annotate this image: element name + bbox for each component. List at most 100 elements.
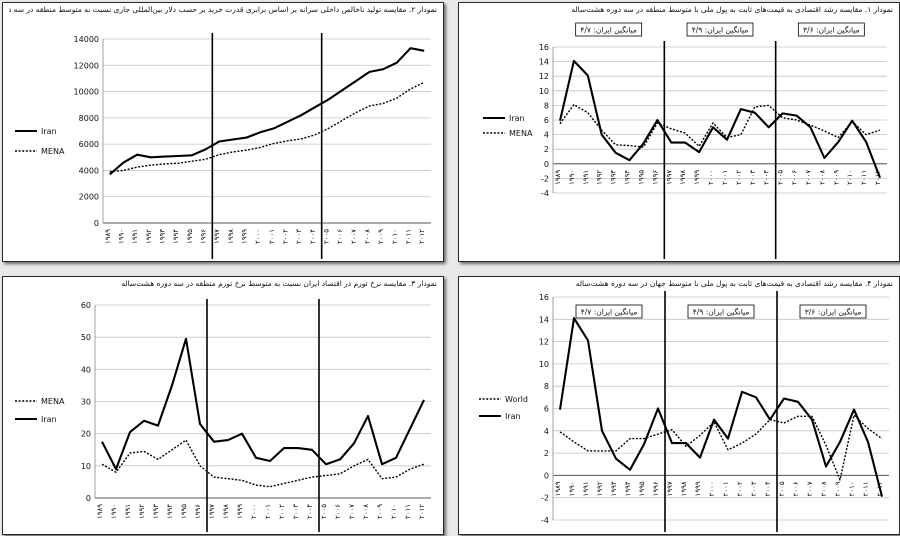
y-tick-label: 6 — [544, 405, 549, 414]
x-tick-label: ۲۰۰۸ — [818, 170, 826, 185]
x-tick-label: ۱۹۹۱ — [124, 504, 132, 519]
y-tick-label: 0 — [544, 471, 549, 480]
y-tick-label: 12000 — [74, 61, 99, 70]
x-tick-label: ۲۰۰۴ — [309, 229, 317, 244]
x-tick-label: ۱۹۹۶ — [652, 481, 660, 496]
series-line-iran — [558, 317, 884, 497]
x-tick-label: ۱۹۹۶ — [194, 504, 202, 519]
y-tick-label: 12 — [539, 72, 549, 81]
gdp-per-capita-chart: 0 2000 4000 6000 8000 10000 12000 14000 ۱۹۸۹ ۱۹۹۰… — [15, 33, 431, 259]
y-tick-label: 0 — [544, 160, 549, 169]
x-tick-label: ۱۹۹۸ — [227, 229, 235, 244]
x-tick-label: ۲۰۱۰ — [391, 229, 399, 244]
x-tick-label: ۱۹۹۱ — [131, 229, 139, 244]
series-line-mena — [101, 439, 425, 488]
x-tick-label: ۲۰۱۰ — [390, 504, 398, 519]
x-tick-label: ۱۹۹۸ — [679, 170, 687, 185]
period-average-label: میانگین ایران: ۴/۹ — [692, 26, 749, 35]
y-tick-label: 8 — [544, 101, 549, 110]
gdp-per-capita-chart-panel: نمودار ۲. مقایسه تولید ناخالص داخلی سران… — [2, 2, 444, 262]
growth-vs-world-chart-panel: نمودار ۴. مقایسه رشد اقتصادی به قیمت‌های… — [458, 276, 900, 535]
x-tick-label: ۲۰۱۰ — [846, 170, 854, 185]
x-tick-label: ۲۰۰۴ — [306, 504, 314, 519]
y-tick-label: 2 — [544, 449, 549, 458]
x-tick-label: ۲۰۰۰ — [254, 229, 262, 244]
x-tick-label: ۲۰۰۸ — [364, 229, 372, 244]
y-tick-label: 10 — [539, 360, 549, 369]
x-tick-label: ۱۹۹۵ — [637, 170, 645, 185]
y-tick-label: 0 — [94, 219, 99, 228]
y-tick-label: 30 — [81, 398, 91, 407]
series-line-world — [559, 414, 883, 481]
y-tick-label: 50 — [81, 333, 91, 342]
period-average-label: میانگین ایران: ۳/۶ — [805, 308, 862, 317]
x-tick-label: ۲۰۰۳ — [750, 481, 758, 496]
x-tick-label: ۱۹۸۹ — [554, 170, 562, 185]
y-tick-label: 60 — [81, 301, 91, 310]
legend-label: Iran — [41, 415, 57, 424]
x-tick-label: ۱۹۹۷ — [213, 229, 221, 244]
y-tick-label: 14000 — [74, 35, 99, 44]
x-tick-label: ۲۰۰۰ — [250, 504, 258, 519]
y-tick-label: 10 — [539, 87, 549, 96]
x-tick-label: ۲۰۰۲ — [736, 481, 744, 496]
x-tick-label: ۲۰۰۲ — [735, 170, 743, 185]
y-tick-label: 4 — [544, 427, 549, 436]
legend-label: World — [505, 395, 528, 404]
x-tick-label: ۱۹۹۶ — [651, 170, 659, 185]
series-line-mena — [109, 81, 425, 173]
x-tick-label: ۲۰۰۵ — [323, 229, 331, 244]
x-tick-label: ۲۰۰۷ — [806, 481, 814, 496]
y-tick-label: 0 — [86, 494, 91, 503]
series-line-iran — [558, 59, 881, 179]
x-tick-label: ۲۰۰۵ — [778, 481, 786, 496]
x-tick-label: ۲۰۰۶ — [792, 481, 800, 496]
x-tick-label: ۱۹۹۳ — [152, 504, 160, 519]
x-tick-label: ۲۰۰۶ — [334, 504, 342, 519]
x-tick-label: ۱۹۹۱ — [582, 170, 590, 185]
x-tick-label: ۲۰۰۹ — [834, 481, 842, 496]
x-tick-label: ۱۹۸۹ — [96, 504, 104, 519]
x-tick-label: ۲۰۰۹ — [832, 170, 840, 185]
x-tick-label: ۲۰۰۹ — [376, 504, 384, 519]
chart-title: نمودار ۳. مقایسه نرخ تورم در اقتصاد ایرا… — [121, 279, 437, 288]
x-tick-label: ۱۹۹۷ — [666, 481, 674, 496]
x-tick-label: ۱۹۹۹ — [694, 481, 702, 496]
x-tick-label: ۱۹۹۴ — [624, 481, 632, 496]
y-tick-label: 16 — [539, 293, 549, 302]
growth-vs-mena-chart: -4 -2 0 2 4 6 8 10 12 14 16 میانگین ایران: ۴/۷ میانگ… — [483, 22, 887, 259]
chart-title: نمودار ۱. مقایسه رشد اقتصادی به قیمت‌های… — [571, 5, 893, 14]
x-tick-label: ۲۰۰۱ — [721, 170, 729, 185]
x-tick-label: ۱۹۹۸ — [680, 481, 688, 496]
x-tick-label: ۱۹۹۰ — [568, 481, 576, 496]
period-average-box — [575, 304, 643, 319]
x-tick-label: ۲۰۱۱ — [404, 504, 412, 519]
x-tick-label: ۱۹۸۹ — [104, 229, 112, 244]
y-tick-label: -4 — [541, 516, 549, 525]
x-tick-label: ۱۹۹۵ — [180, 504, 188, 519]
x-tick-label: ۲۰۰۹ — [377, 229, 385, 244]
growth-vs-world-chart: -4 -2 0 2 4 6 8 10 12 14 16 میانگین ایران: ۴/۷ میانگ… — [479, 291, 889, 532]
x-tick-label: ۲۰۰۰ — [708, 481, 716, 496]
x-tick-label: ۲۰۰۳ — [295, 229, 303, 244]
y-tick-label: 8000 — [79, 114, 99, 123]
legend-label: MENA — [41, 397, 65, 406]
x-tick-label: ۲۰۱۱ — [405, 229, 413, 244]
x-tick-label: ۲۰۱۱ — [860, 170, 868, 185]
x-tick-label: ۲۰۰۳ — [749, 170, 757, 185]
x-tick-label: ۲۰۰۵ — [777, 170, 785, 185]
period-average-label: میانگین ایران: ۳/۶ — [803, 26, 860, 35]
x-tick-label: ۲۰۰۲ — [282, 229, 290, 244]
legend-label: Iran — [509, 114, 525, 123]
legend-label: Iran — [505, 412, 521, 421]
series-line-iran — [101, 337, 425, 471]
legend-label: Iran — [41, 127, 57, 136]
x-tick-label: ۲۰۰۸ — [362, 504, 370, 519]
y-tick-label: 16 — [539, 43, 549, 52]
x-tick-label: ۲۰۰۴ — [764, 481, 772, 496]
x-tick-label: ۲۰۰۱ — [268, 229, 276, 244]
y-tick-label: 14 — [539, 315, 549, 324]
series-line-iran — [109, 47, 425, 176]
y-tick-label: 20 — [81, 430, 91, 439]
growth-vs-mena-chart-panel: نمودار ۱. مقایسه رشد اقتصادی به قیمت‌های… — [458, 2, 900, 262]
